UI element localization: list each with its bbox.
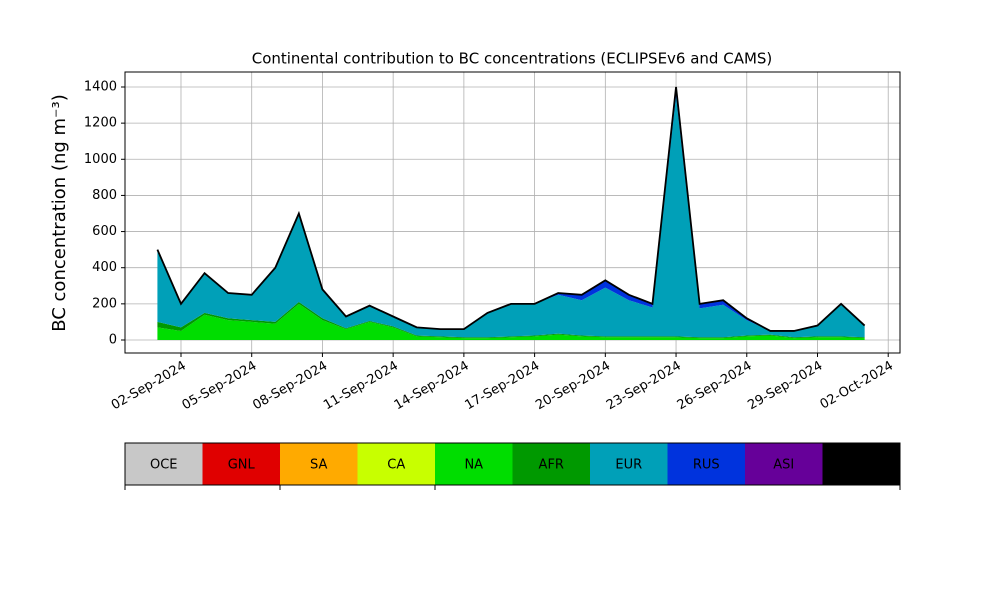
- y-axis-label: BC concentration (ng m⁻³): [49, 94, 70, 332]
- area: [157, 303, 865, 340]
- legend-swatch: [667, 443, 745, 485]
- x-tick-label: 02-Oct-2024: [818, 359, 896, 413]
- total-outline: [156, 86, 866, 332]
- x-tick-label: 08-Sep-2024: [250, 359, 330, 414]
- legend-label: NA: [464, 458, 483, 473]
- y-tick-label: 800: [92, 188, 117, 203]
- x-tick-label: 05-Sep-2024: [180, 359, 260, 414]
- legend-swatch: [435, 443, 513, 485]
- legend-frame: [124, 442, 901, 486]
- legend-swatch: [745, 443, 823, 485]
- legend-swatch: [280, 443, 358, 485]
- x-tick-label: 23-Sep-2024: [604, 359, 684, 414]
- legend-swatch: [822, 443, 900, 485]
- y-tick-label: 200: [92, 296, 117, 311]
- y-tick-label: 600: [92, 224, 117, 239]
- legend-label: RUS: [693, 458, 720, 473]
- y-tick-label: 1200: [84, 116, 117, 131]
- legend-swatch: [202, 443, 280, 485]
- legend-label: AFR: [539, 458, 564, 473]
- legend-label: CA: [387, 458, 405, 473]
- x-tick-label: 20-Sep-2024: [533, 359, 613, 414]
- area: [157, 96, 865, 338]
- legend-swatch: [590, 443, 668, 485]
- legend-label: SA: [310, 458, 327, 473]
- legend-label: GNL: [228, 458, 256, 473]
- legend-label: EUR: [615, 458, 642, 473]
- plot-frame: [124, 71, 901, 354]
- x-tick-label: 11-Sep-2024: [321, 359, 401, 414]
- x-tick-label: 17-Sep-2024: [463, 359, 543, 414]
- x-tick-label: 02-Sep-2024: [109, 359, 189, 414]
- chart-title: Continental contribution to BC concentra…: [252, 50, 773, 68]
- y-tick-label: 1000: [84, 152, 117, 167]
- y-tick-label: 400: [92, 260, 117, 275]
- x-tick-label: 14-Sep-2024: [392, 359, 472, 414]
- legend-swatch: [357, 443, 435, 485]
- legend-swatch: [125, 443, 203, 485]
- y-tick-label: 1400: [84, 79, 117, 94]
- y-tick-label: 0: [109, 332, 117, 347]
- legend-label: ASI: [773, 458, 794, 473]
- x-tick-label: 29-Sep-2024: [745, 359, 825, 414]
- legend-swatch: [512, 443, 590, 485]
- x-tick-label: 26-Sep-2024: [675, 359, 755, 414]
- legend-label: OCE: [150, 458, 178, 473]
- legend-label: AUS: [848, 458, 875, 473]
